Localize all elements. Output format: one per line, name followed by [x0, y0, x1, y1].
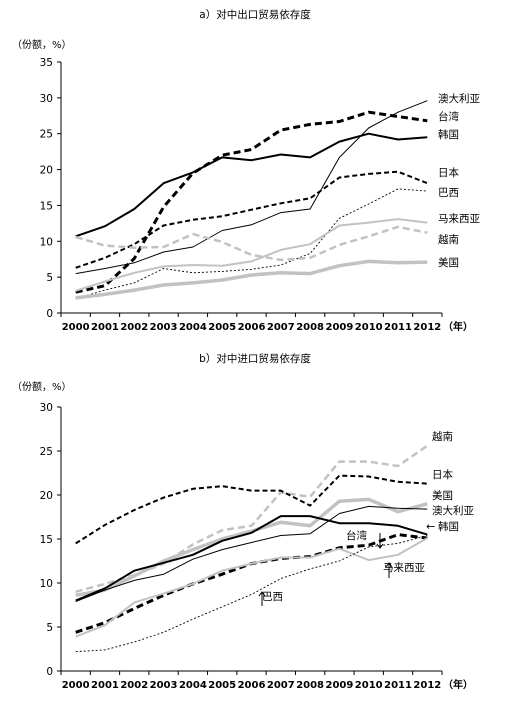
x-tick-label: 2010 — [355, 680, 383, 691]
x-axis-label: （年） — [443, 678, 473, 691]
series-label: 美国 — [438, 256, 459, 269]
series-label: 巴西 — [438, 187, 459, 199]
series-line — [75, 497, 428, 598]
annotation-arrowhead — [258, 591, 266, 597]
x-tick-label: 2007 — [267, 680, 295, 691]
series-line — [75, 132, 428, 238]
x-tick-label: 2001 — [91, 322, 119, 333]
series-line — [75, 110, 428, 294]
x-tick-label: 2000 — [62, 322, 90, 333]
y-tick-label: 0 — [46, 666, 53, 678]
x-tick-label: 2000 — [62, 680, 90, 691]
series-line — [75, 474, 428, 545]
x-tick-label: 2004 — [179, 322, 207, 333]
series-line — [75, 535, 428, 653]
y-tick-label: 10 — [40, 236, 53, 248]
x-tick-label: 2002 — [120, 322, 148, 333]
series-line — [75, 170, 428, 269]
series-line — [75, 505, 428, 602]
chart-title: b）对中进口贸易依存度 — [199, 352, 311, 365]
series-label: 越南 — [438, 233, 459, 246]
x-tick-label: 2011 — [384, 322, 412, 333]
x-tick-label: 2008 — [296, 680, 324, 691]
series-label: 韩国 — [438, 520, 459, 533]
x-tick-label: 2005 — [208, 680, 236, 691]
y-tick-label: 35 — [40, 57, 53, 69]
x-tick-label: 2003 — [150, 680, 178, 691]
chart-title: a）对中出口贸易依存度 — [199, 8, 311, 21]
x-tick-label: 2012 — [413, 322, 441, 333]
y-tick-label: 30 — [40, 93, 53, 105]
series-line — [75, 444, 429, 594]
series-line — [75, 533, 428, 634]
y-tick-label: 10 — [40, 578, 53, 590]
x-axis-label: （年） — [443, 320, 473, 333]
y-tick-label: 0 — [46, 308, 53, 320]
y-tick-label: 25 — [40, 129, 53, 141]
y-tick-label: 25 — [40, 446, 53, 458]
x-tick-label: 2012 — [413, 680, 441, 691]
x-tick-label: 2008 — [296, 322, 324, 333]
series-label: 越南 — [432, 430, 453, 443]
arrow-left-icon: ← — [426, 520, 435, 533]
series-line — [75, 225, 428, 262]
x-tick-label: 2001 — [91, 680, 119, 691]
series-label: 澳大利亚 — [432, 504, 474, 517]
y-axis-label: （份额，%） — [12, 38, 72, 51]
series-label: 日本 — [432, 468, 453, 481]
annotation-arrowhead — [385, 562, 393, 568]
y-axis-label: （份额，%） — [12, 380, 72, 393]
y-tick-label: 5 — [46, 272, 53, 284]
series-label: 韩国 — [438, 128, 459, 141]
x-tick-label: 2005 — [208, 322, 236, 333]
x-tick-label: 2002 — [120, 680, 148, 691]
y-tick-label: 30 — [40, 402, 53, 414]
x-tick-label: 2003 — [150, 322, 178, 333]
series-line — [75, 537, 428, 638]
series-label: 台湾 — [438, 110, 459, 123]
x-tick-label: 2004 — [179, 680, 207, 691]
series-label: 澳大利亚 — [438, 92, 480, 105]
x-tick-label: 2006 — [238, 680, 266, 691]
series-label: 日本 — [438, 166, 459, 179]
series-label: 巴西 — [262, 591, 283, 603]
y-tick-label: 15 — [40, 534, 53, 546]
x-tick-label: 2009 — [326, 680, 354, 691]
y-tick-label: 15 — [40, 200, 53, 212]
x-tick-label: 2006 — [238, 322, 266, 333]
y-tick-label: 20 — [40, 165, 53, 177]
x-tick-label: 2007 — [267, 322, 295, 333]
y-tick-label: 5 — [46, 622, 53, 634]
x-tick-label: 2010 — [355, 322, 383, 333]
series-line — [75, 218, 428, 292]
series-label: 美国 — [432, 489, 453, 502]
annotation-arrowhead — [376, 543, 384, 549]
x-tick-label: 2011 — [384, 680, 412, 691]
series-label: 马来西亚 — [438, 213, 480, 225]
x-tick-label: 2009 — [326, 322, 354, 333]
series-line — [75, 188, 428, 300]
y-tick-label: 20 — [40, 490, 53, 502]
series-line — [75, 259, 428, 300]
series-label: 台湾 — [346, 529, 367, 542]
series-line — [75, 100, 428, 275]
series-label: 马来西亚 — [383, 562, 425, 574]
series-line — [75, 515, 428, 602]
